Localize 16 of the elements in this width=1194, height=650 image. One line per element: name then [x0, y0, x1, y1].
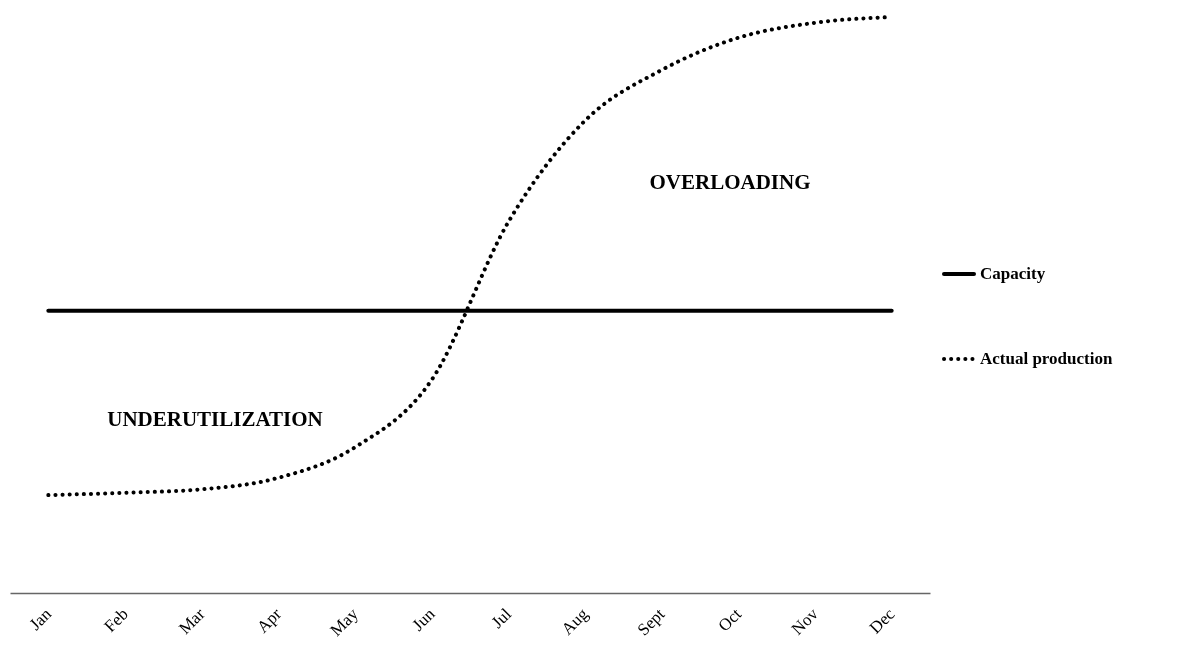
x-tick-label: Jul	[487, 604, 516, 632]
x-tick-label: Jan	[25, 604, 56, 634]
annotation: UNDERUTILIZATION	[107, 407, 323, 431]
x-tick-label: Mar	[175, 604, 209, 638]
annotation: OVERLOADING	[649, 170, 811, 194]
legend-label: Actual production	[980, 349, 1113, 368]
legend-label: Capacity	[980, 264, 1046, 283]
x-tick-label: Sept	[633, 604, 669, 640]
x-tick-label: May	[326, 604, 363, 640]
x-tick-label: Apr	[253, 604, 286, 637]
x-tick-label: Dec	[865, 604, 899, 638]
x-tick-label: Nov	[787, 604, 823, 639]
x-tick-label: Oct	[714, 604, 746, 636]
x-tick-label: Feb	[100, 604, 132, 636]
x-tick-label: Aug	[557, 604, 593, 639]
x-tick-label: Jun	[408, 604, 439, 635]
